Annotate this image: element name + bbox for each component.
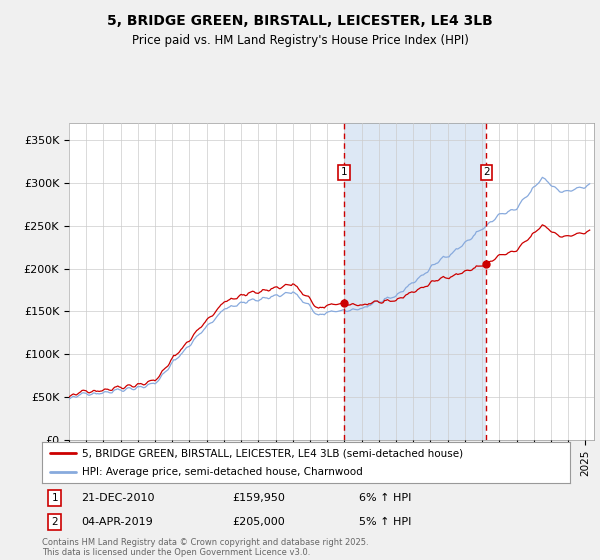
Text: 2: 2 — [483, 167, 490, 178]
Text: Contains HM Land Registry data © Crown copyright and database right 2025.
This d: Contains HM Land Registry data © Crown c… — [42, 538, 368, 557]
Text: £205,000: £205,000 — [232, 517, 285, 527]
Text: Price paid vs. HM Land Registry's House Price Index (HPI): Price paid vs. HM Land Registry's House … — [131, 34, 469, 46]
Text: 1: 1 — [52, 493, 58, 503]
Text: 5, BRIDGE GREEN, BIRSTALL, LEICESTER, LE4 3LB (semi-detached house): 5, BRIDGE GREEN, BIRSTALL, LEICESTER, LE… — [82, 449, 463, 458]
Text: 5% ↑ HPI: 5% ↑ HPI — [359, 517, 411, 527]
Bar — [344, 123, 487, 440]
Text: 5, BRIDGE GREEN, BIRSTALL, LEICESTER, LE4 3LB: 5, BRIDGE GREEN, BIRSTALL, LEICESTER, LE… — [107, 14, 493, 28]
Text: 2: 2 — [52, 517, 58, 527]
Text: 1: 1 — [341, 167, 347, 178]
Text: 21-DEC-2010: 21-DEC-2010 — [82, 493, 155, 503]
Text: 6% ↑ HPI: 6% ↑ HPI — [359, 493, 411, 503]
Text: HPI: Average price, semi-detached house, Charnwood: HPI: Average price, semi-detached house,… — [82, 467, 362, 477]
Text: 04-APR-2019: 04-APR-2019 — [82, 517, 154, 527]
Text: £159,950: £159,950 — [232, 493, 285, 503]
